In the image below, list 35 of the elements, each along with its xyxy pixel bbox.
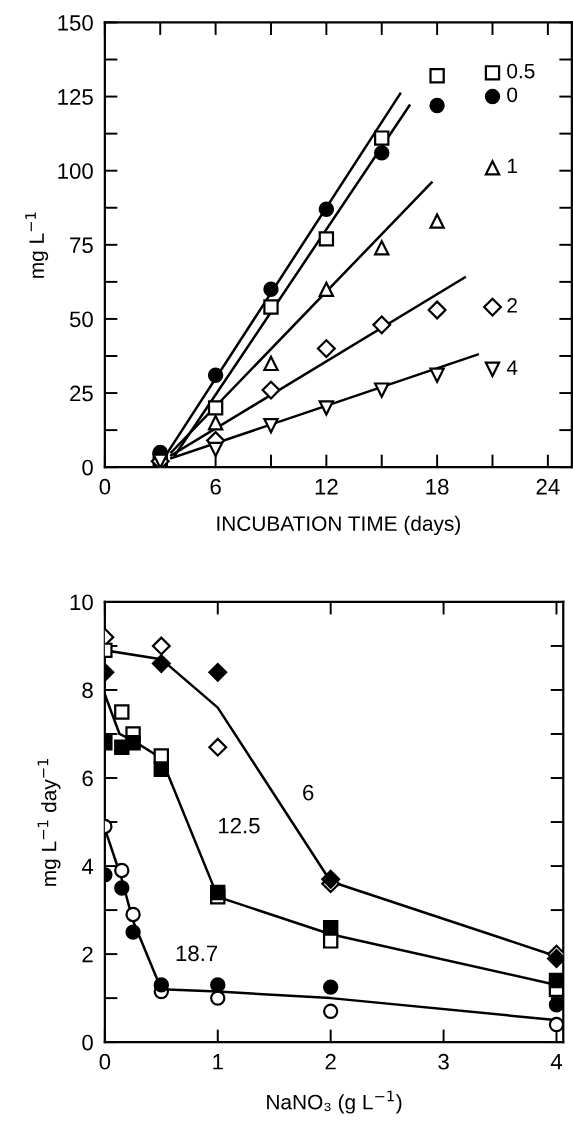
- legend-label: 2: [507, 297, 517, 313]
- y-tick-label: 2: [82, 946, 93, 963]
- annotation: 18.7: [176, 945, 218, 962]
- y-tick-label: 6: [82, 770, 93, 787]
- y-tick-label: 25: [70, 385, 93, 402]
- x-axis-title: INCUBATION TIME (days): [217, 515, 460, 536]
- x-axis-title: NaNO₃ (g L$^{−1}$): [267, 1090, 402, 1114]
- y-tick-label: 150: [58, 14, 93, 31]
- x-tick-label: 0: [99, 1053, 111, 1070]
- legend-label: 0: [507, 87, 518, 103]
- y-axis-title: mg L$^{−1}$ day$^{−1}$: [37, 758, 61, 886]
- y-tick-label: 100: [58, 163, 93, 179]
- x-tick-label: 24: [536, 478, 560, 495]
- y-tick-label: 75: [70, 237, 93, 254]
- legend-label: 4: [506, 360, 518, 375]
- x-tick-label: 4: [550, 1054, 563, 1070]
- y-tick-label: 0: [82, 459, 93, 476]
- legend-label: 0.5: [507, 63, 535, 79]
- annotation: 12.5: [219, 817, 260, 834]
- y-tick-label: 10: [70, 594, 93, 611]
- annotation: 6: [303, 784, 314, 801]
- x-tick-label: 3: [438, 1053, 449, 1070]
- x-tick-label: 12: [315, 478, 338, 495]
- y-axis-title: mg L$^{−1}$: [25, 212, 49, 278]
- x-tick-label: 1: [213, 1054, 223, 1070]
- x-tick-label: 6: [210, 478, 221, 495]
- y-tick-label: 50: [69, 311, 93, 328]
- y-tick-label: 8: [82, 682, 93, 699]
- y-tick-label: 125: [58, 89, 93, 105]
- x-tick-label: 2: [325, 1053, 336, 1070]
- x-tick-label: 0: [99, 478, 111, 495]
- x-tick-label: 18: [426, 478, 449, 495]
- legend-label: 1: [507, 158, 517, 174]
- y-tick-label: 0: [82, 1034, 93, 1051]
- y-tick-label: 4: [81, 858, 94, 875]
